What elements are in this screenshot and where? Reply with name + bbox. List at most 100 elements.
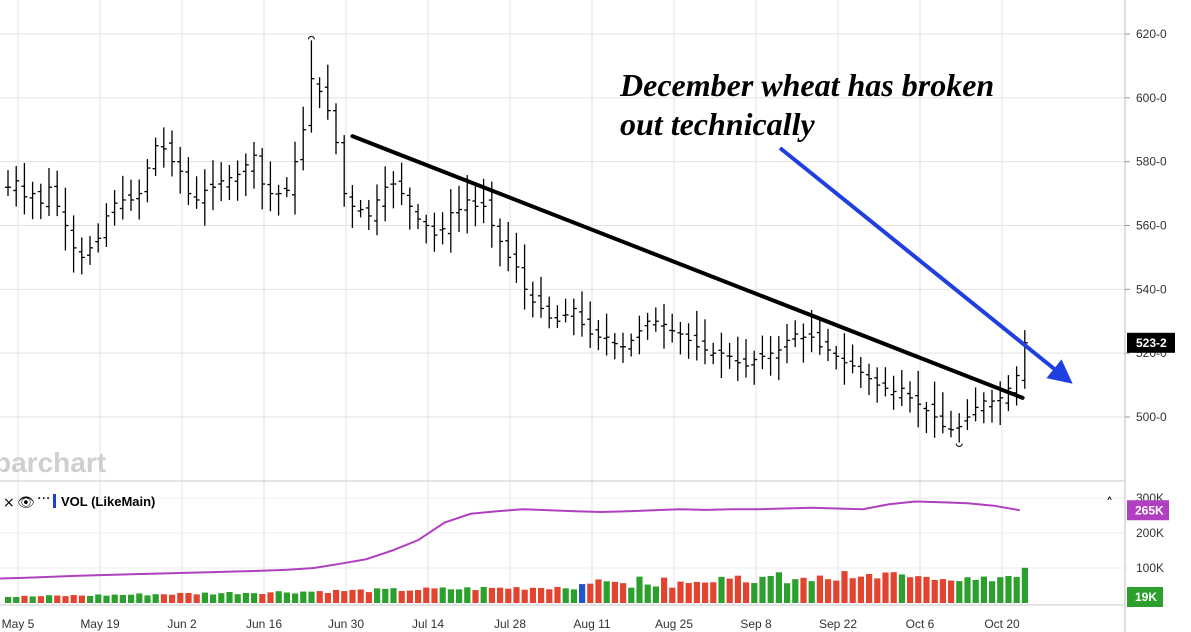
volume-moving-average-line bbox=[0, 500, 1020, 580]
ohlc-bar bbox=[538, 276, 544, 318]
volume-bar bbox=[87, 595, 94, 603]
volume-bar bbox=[767, 576, 774, 603]
volume-bar bbox=[677, 581, 684, 603]
volume-bar bbox=[447, 589, 454, 603]
ohlc-bar bbox=[775, 336, 782, 381]
ohlc-bar bbox=[693, 310, 700, 361]
volume-bar bbox=[743, 582, 750, 603]
ohlc-bar bbox=[644, 312, 651, 340]
ohlc-bar bbox=[382, 166, 389, 222]
volume-bar bbox=[784, 583, 791, 603]
volume-bar bbox=[734, 575, 741, 603]
ohlc-bar bbox=[702, 319, 708, 365]
ohlc-bar bbox=[307, 35, 315, 133]
volume-bar bbox=[644, 584, 651, 603]
date-tick-label: Jul 14 bbox=[412, 617, 444, 631]
volume-bar bbox=[144, 595, 151, 603]
volume-bar bbox=[702, 582, 709, 603]
volume-series-label: VOL (LikeMain) bbox=[61, 494, 155, 509]
volume-bar bbox=[546, 589, 553, 603]
volume-bar bbox=[423, 587, 430, 603]
ohlc-bar bbox=[439, 212, 446, 245]
date-tick-label: Jun 2 bbox=[167, 617, 197, 631]
ohlc-bar bbox=[759, 335, 766, 370]
ohlc-bar bbox=[955, 413, 963, 447]
annotation-line-2: out technically bbox=[620, 106, 815, 142]
ohlc-bar bbox=[406, 187, 413, 230]
volume-bar bbox=[160, 594, 167, 603]
ohlc-bar bbox=[349, 184, 356, 228]
ohlc-bar bbox=[521, 244, 528, 310]
volume-bar bbox=[201, 592, 208, 603]
volume-bar bbox=[808, 581, 815, 603]
volume-bar bbox=[685, 583, 692, 603]
volume-bar bbox=[242, 592, 249, 603]
ohlc-bar bbox=[103, 203, 110, 247]
volume-bar bbox=[251, 593, 258, 603]
ma-value-label: 265K bbox=[1135, 503, 1164, 517]
volume-bar bbox=[349, 589, 356, 603]
ohlc-bar bbox=[554, 305, 561, 329]
volume-bar bbox=[956, 581, 963, 603]
volume-bar bbox=[825, 579, 832, 603]
volume-bar bbox=[259, 594, 266, 603]
volume-bar bbox=[316, 591, 323, 603]
date-tick-label: Jun 16 bbox=[246, 617, 282, 631]
ohlc-bar bbox=[234, 160, 241, 201]
ohlc-bar bbox=[242, 153, 249, 197]
volume-bar bbox=[972, 579, 979, 603]
volume-bar bbox=[538, 587, 545, 603]
date-tick-label: May 19 bbox=[80, 617, 120, 631]
volume-bar bbox=[70, 595, 77, 603]
volume-bar bbox=[136, 593, 143, 603]
volume-bar bbox=[152, 594, 159, 603]
ohlc-bar bbox=[743, 339, 749, 378]
volume-bar bbox=[579, 584, 586, 603]
collapse-icon[interactable]: ˄ bbox=[1106, 496, 1113, 512]
date-tick-label: Jul 28 bbox=[494, 617, 526, 631]
ohlc-bar bbox=[431, 212, 438, 252]
volume-legend: × 👁 ··· VOL (LikeMain) ˄ bbox=[3, 491, 1113, 512]
volume-bar bbox=[103, 595, 110, 603]
volume-bar bbox=[603, 581, 610, 603]
volume-bar bbox=[898, 574, 905, 603]
volume-bar bbox=[308, 591, 315, 603]
price-tick-label: 620-0 bbox=[1136, 27, 1167, 41]
ohlc-bar bbox=[882, 367, 889, 397]
current-volume-box bbox=[1127, 587, 1163, 607]
volume-bar bbox=[300, 591, 307, 603]
volume-bar bbox=[13, 597, 20, 603]
ohlc-bar bbox=[218, 162, 225, 202]
volume-bar bbox=[792, 579, 799, 603]
ohlc-bar bbox=[939, 392, 946, 434]
series-color-marker bbox=[53, 494, 56, 508]
volume-bar bbox=[751, 583, 758, 603]
close-icon[interactable]: × bbox=[3, 495, 15, 511]
ohlc-bar bbox=[160, 127, 167, 168]
ohlc-bar bbox=[825, 328, 831, 362]
volume-bar bbox=[833, 580, 840, 603]
volume-bar bbox=[620, 583, 627, 603]
volume-bar bbox=[718, 576, 725, 603]
volume-bar bbox=[415, 590, 422, 603]
volume-bar bbox=[169, 594, 176, 603]
ohlc-bar bbox=[874, 367, 881, 403]
ohlc-bar bbox=[505, 221, 512, 272]
volume-bar bbox=[759, 576, 766, 603]
volume-bar bbox=[611, 581, 618, 603]
date-tick-label: May 5 bbox=[2, 617, 35, 631]
volume-bar bbox=[562, 588, 569, 603]
volume-bar bbox=[37, 596, 44, 603]
volume-bar bbox=[529, 587, 536, 603]
volume-bars bbox=[0, 500, 1028, 603]
eye-icon[interactable]: 👁 bbox=[17, 495, 35, 511]
ohlc-bar bbox=[456, 185, 462, 233]
more-icon[interactable]: ··· bbox=[37, 491, 50, 507]
ohlc-bar bbox=[275, 184, 282, 216]
high-marker bbox=[307, 35, 315, 40]
volume-bar bbox=[800, 577, 807, 603]
volume-bar bbox=[923, 576, 930, 603]
volume-bar bbox=[857, 576, 864, 603]
ohlc-bar bbox=[587, 301, 594, 348]
